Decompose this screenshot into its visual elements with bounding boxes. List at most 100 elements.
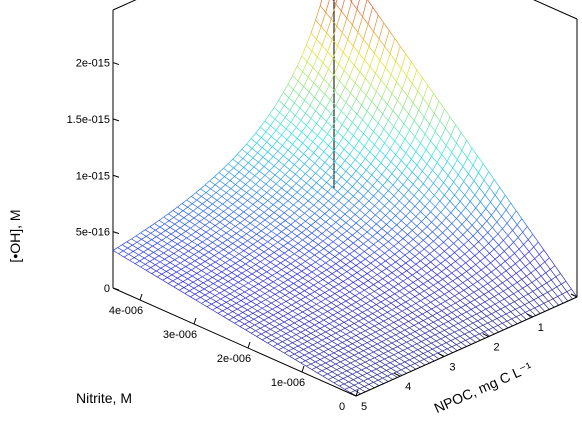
mesh-line — [395, 291, 400, 294]
mesh-line — [249, 216, 255, 220]
mesh-line — [291, 115, 296, 122]
mesh-line — [236, 193, 242, 197]
mesh-line — [429, 288, 435, 292]
mesh-line — [359, 351, 364, 353]
mesh-line — [222, 302, 227, 305]
mesh-line — [363, 0, 368, 17]
mesh-line — [381, 215, 386, 219]
mesh-line — [207, 271, 212, 274]
mesh-line — [380, 359, 385, 361]
mesh-line — [478, 318, 483, 320]
mesh-line — [248, 313, 253, 316]
mesh-line — [328, 201, 334, 205]
mesh-line — [163, 247, 169, 250]
mesh-line — [386, 224, 392, 229]
mesh-line — [432, 156, 438, 162]
mesh-line — [259, 323, 265, 326]
mesh-line — [467, 312, 473, 316]
mesh-line — [405, 362, 411, 366]
mesh-line — [154, 259, 160, 262]
mesh-line — [365, 331, 371, 335]
mesh-line — [334, 201, 339, 205]
mesh-line — [243, 312, 249, 315]
mesh-line — [310, 356, 315, 358]
mesh-line — [165, 224, 171, 228]
mesh-line — [368, 117, 373, 126]
mesh-line — [205, 292, 210, 295]
mesh-line — [489, 289, 494, 292]
mesh-line — [442, 218, 447, 223]
mesh-line — [343, 314, 348, 317]
mesh-line — [302, 306, 308, 310]
mesh-line — [289, 209, 295, 213]
mesh-line — [175, 221, 180, 224]
mesh-line — [155, 230, 161, 233]
mesh-line — [291, 179, 297, 183]
mesh-line — [269, 205, 274, 209]
mesh-line — [539, 254, 545, 261]
mesh-line — [302, 188, 308, 192]
mesh-line — [272, 147, 278, 152]
mesh-line — [434, 290, 439, 293]
mesh-line — [470, 338, 476, 342]
mesh-line — [410, 145, 416, 151]
mesh-line — [401, 368, 406, 370]
mesh-line — [381, 220, 387, 225]
mesh-line — [419, 110, 425, 117]
mesh-line — [350, 326, 356, 330]
mesh-line — [507, 277, 512, 280]
mesh-line — [167, 241, 172, 244]
mesh-line — [507, 217, 512, 223]
mesh-line — [268, 312, 274, 315]
mesh-line — [447, 312, 452, 314]
mesh-line — [382, 229, 388, 234]
mesh-line — [326, 173, 332, 178]
mesh-line — [271, 266, 276, 269]
mesh-line — [458, 239, 464, 244]
mesh-line — [484, 172, 489, 181]
mesh-line — [466, 305, 472, 310]
mesh-line — [351, 338, 357, 342]
mesh-line — [317, 343, 323, 346]
mesh-line — [296, 264, 301, 267]
mesh-line — [300, 164, 305, 169]
mesh-line — [206, 193, 212, 197]
mesh-line — [342, 272, 347, 275]
mesh-line — [271, 130, 276, 136]
mesh-line — [390, 38, 395, 53]
mesh-line — [331, 226, 337, 230]
mesh-line — [364, 354, 369, 356]
mesh-line — [506, 203, 511, 210]
mesh-line — [478, 289, 484, 294]
mesh-line — [406, 211, 411, 216]
mesh-line — [293, 66, 298, 75]
mesh-line — [341, 265, 346, 268]
mesh-line — [207, 239, 213, 243]
mesh-line — [480, 261, 486, 266]
mesh-line — [567, 289, 572, 291]
mesh-line — [266, 224, 271, 228]
mesh-line — [251, 331, 256, 333]
mesh-line — [304, 86, 310, 91]
mesh-line — [289, 90, 294, 98]
mesh-line — [292, 340, 297, 342]
mesh-line — [188, 285, 194, 288]
mesh-line — [352, 235, 358, 239]
mesh-line — [169, 253, 174, 256]
mesh-line — [309, 248, 314, 251]
mesh-line — [429, 106, 435, 113]
mesh-line — [347, 227, 352, 231]
mesh-line — [502, 283, 508, 288]
mesh-line — [331, 303, 337, 307]
mesh-line — [270, 291, 276, 295]
mesh-line — [364, 356, 370, 360]
mesh-line — [178, 248, 183, 251]
mesh-line — [478, 281, 484, 286]
mesh-line — [211, 304, 217, 307]
mesh-line — [290, 356, 296, 359]
mesh-line — [266, 300, 272, 303]
mesh-line — [430, 254, 436, 259]
mesh-line — [378, 317, 384, 321]
mesh-line — [177, 241, 182, 244]
mesh-line — [245, 219, 251, 223]
